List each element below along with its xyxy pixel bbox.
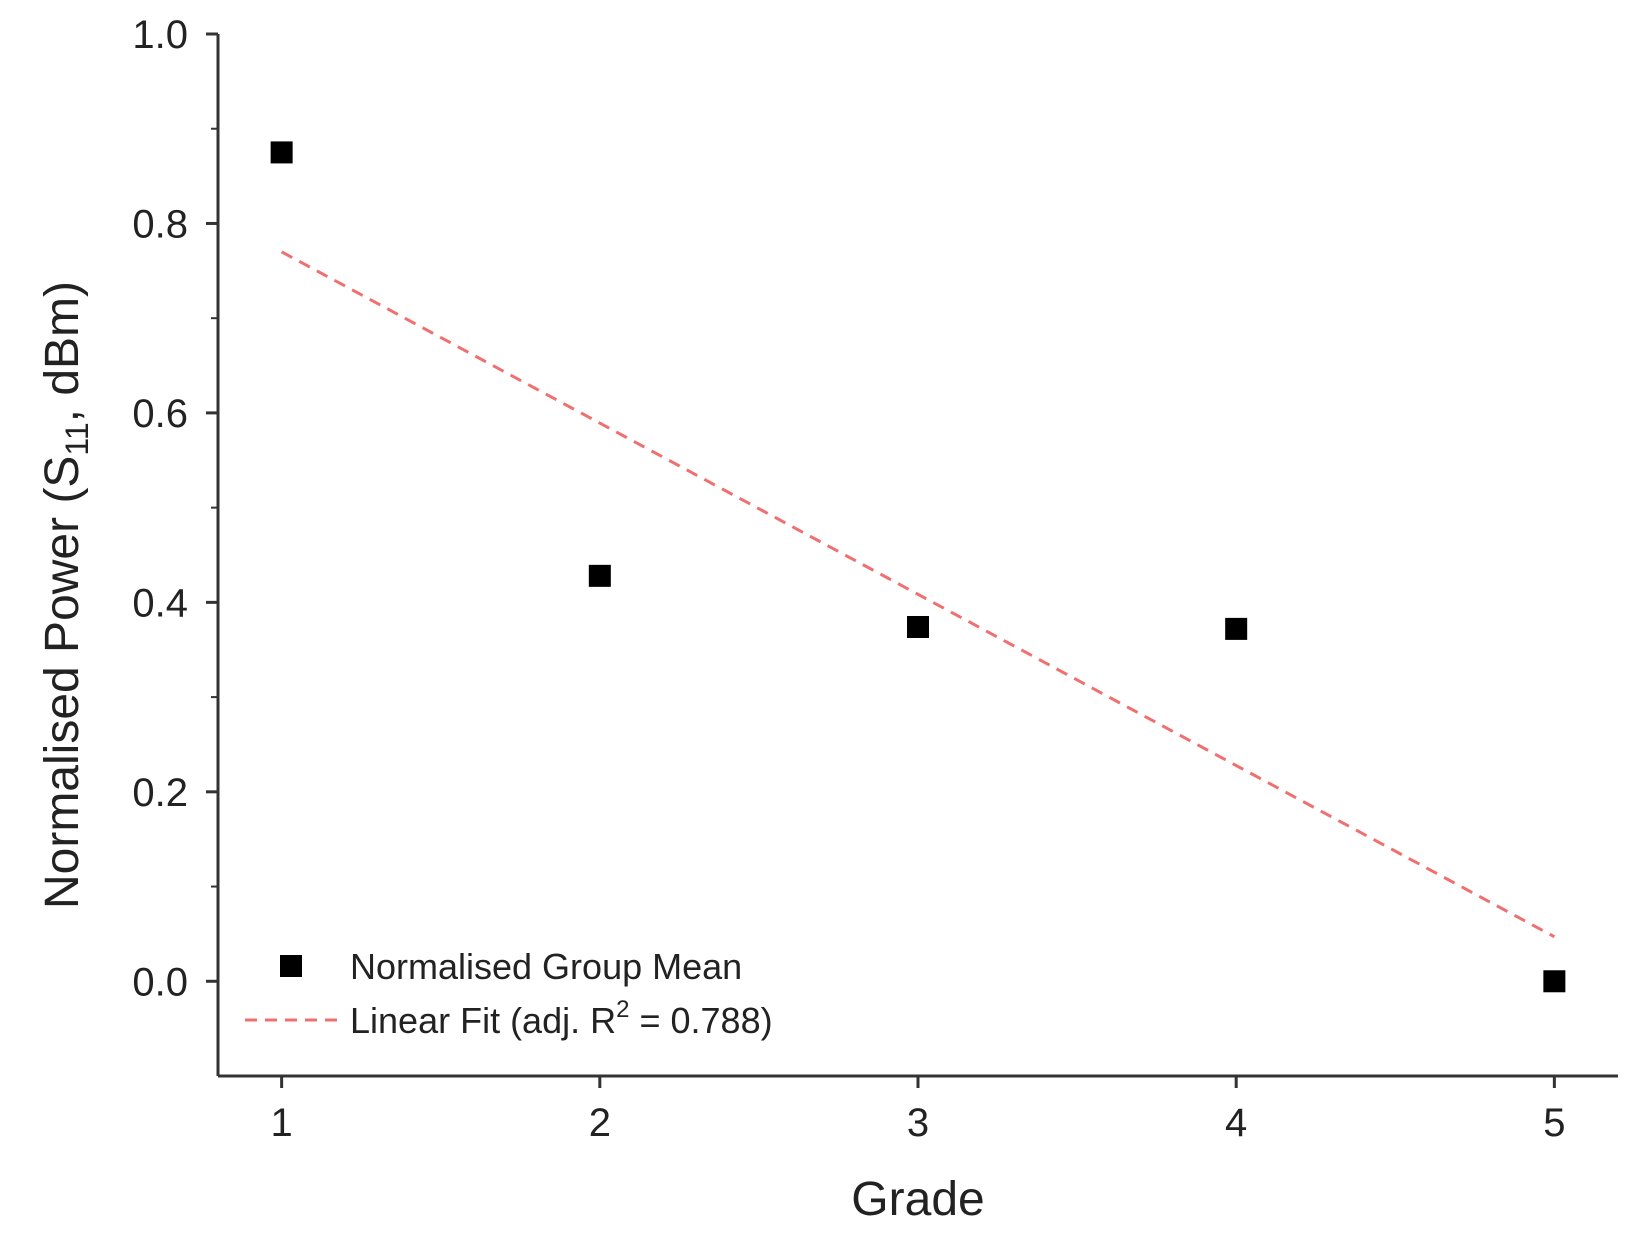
x-axis-label: Grade <box>851 1173 984 1226</box>
axes <box>216 34 1618 1078</box>
legend-label-group-mean: Normalised Group Mean <box>350 946 742 987</box>
y-tick-label-5: 1.0 <box>132 13 188 57</box>
y-tick-label-4: 0.8 <box>132 202 188 246</box>
y-axis-label-prefix: Normalised Power (S <box>36 456 89 909</box>
y-tick-label-2: 0.4 <box>132 581 188 625</box>
y-axis-label: Normalised Power (S11, dBm) <box>36 281 95 909</box>
data-point-4 <box>1225 617 1248 640</box>
fit-line-group <box>280 250 1556 939</box>
y-axis-label-subscript: 11 <box>59 422 95 455</box>
y-tick-label-1: 0.2 <box>132 771 188 815</box>
x-ticks: 1 2 3 4 5 <box>271 1076 1565 1145</box>
y-ticks: 0.0 0.2 0.4 0.6 0.8 1.0 <box>132 13 218 1004</box>
legend: Normalised Group Mean Linear Fit (adj. R… <box>245 946 773 1041</box>
y-tick-label-0: 0.0 <box>132 960 188 1004</box>
data-points <box>270 141 1566 993</box>
y-axis-label-suffix: , dBm) <box>36 281 89 422</box>
data-point-5 <box>1543 970 1566 993</box>
data-point-1 <box>270 141 293 164</box>
legend-label-linear-fit-sup: 2 <box>616 996 629 1023</box>
legend-label-linear-fit-prefix: Linear Fit (adj. R <box>350 1000 616 1041</box>
legend-marker-group-mean <box>280 955 302 977</box>
legend-label-linear-fit: Linear Fit (adj. R2 = 0.788) <box>350 996 773 1041</box>
legend-label-linear-fit-suffix: = 0.788) <box>629 1000 772 1041</box>
x-tick-label-4: 5 <box>1543 1101 1565 1145</box>
linear-fit-line <box>280 250 1556 939</box>
data-point-3 <box>907 615 929 638</box>
data-point-2 <box>588 564 611 587</box>
x-tick-label-2: 3 <box>907 1101 929 1145</box>
y-tick-label-3: 0.6 <box>132 392 188 436</box>
x-tick-label-1: 2 <box>589 1101 611 1145</box>
x-tick-label-0: 1 <box>271 1101 293 1145</box>
x-tick-label-3: 4 <box>1225 1101 1247 1145</box>
